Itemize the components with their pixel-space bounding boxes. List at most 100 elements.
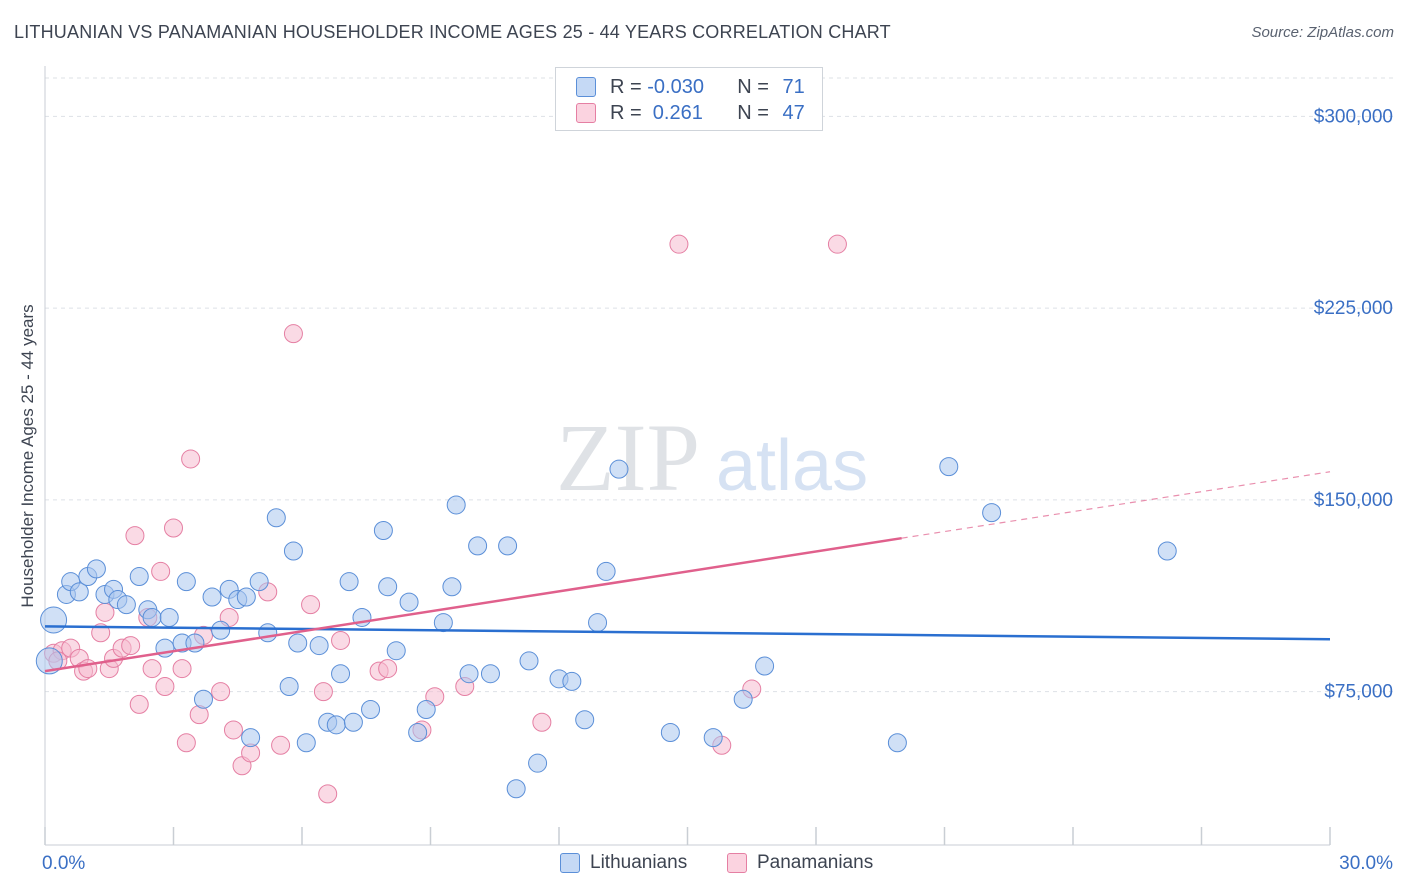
data-point — [301, 595, 321, 615]
data-point — [588, 613, 608, 633]
data-point — [159, 607, 179, 627]
data-point — [343, 712, 363, 732]
data-point — [151, 561, 171, 581]
trend-line-lithuanians — [44, 625, 1331, 641]
data-point — [249, 572, 269, 592]
data-point — [129, 694, 149, 714]
bottom-swatch-blue — [560, 853, 580, 873]
data-point — [40, 606, 68, 634]
watermark: ZIP atlas — [556, 404, 868, 511]
legend-r-label: R = — [610, 75, 648, 98]
data-point — [1157, 541, 1177, 561]
correlation-legend: R = -0.030 N = 71 R = 0.261 N = 47 — [555, 67, 823, 131]
bottom-legend-panamanians: Panamanians — [727, 852, 873, 874]
y-tick-label: $150,000 — [1314, 490, 1393, 511]
data-point — [69, 582, 89, 602]
y-tick-label: $300,000 — [1314, 106, 1393, 127]
legend-n-label: N = — [737, 101, 775, 124]
data-point — [279, 676, 299, 696]
legend-r-value: 0.261 — [647, 101, 703, 124]
chart-title: LITHUANIAN VS PANAMANIAN HOUSEHOLDER INC… — [14, 22, 891, 42]
data-point — [142, 659, 162, 679]
data-point — [283, 324, 303, 344]
bottom-legend-lithuanians: Lithuanians — [560, 852, 687, 874]
legend-row-panamanians: R = 0.261 N = 47 — [576, 101, 805, 125]
data-point — [519, 651, 539, 671]
data-point — [35, 647, 63, 675]
data-point — [378, 659, 398, 679]
data-point — [211, 620, 231, 640]
data-point — [755, 656, 775, 676]
data-point — [313, 682, 333, 702]
data-point — [480, 664, 500, 684]
y-tick-label: $75,000 — [1324, 682, 1393, 703]
data-point — [142, 607, 162, 627]
data-point — [442, 577, 462, 597]
data-point — [331, 630, 351, 650]
data-point — [562, 671, 582, 691]
data-point — [386, 641, 406, 661]
x-tick-labels: 0.0% 30.0% — [42, 853, 1393, 874]
axes — [44, 66, 1331, 846]
data-point — [446, 495, 466, 515]
data-point — [125, 526, 145, 546]
data-point — [459, 664, 479, 684]
data-point — [164, 518, 183, 538]
legend-r-label: R = — [610, 101, 648, 124]
data-point — [172, 659, 192, 679]
data-point — [181, 449, 201, 469]
data-point — [887, 733, 907, 753]
data-point — [939, 457, 959, 477]
legend-n-label: N = — [737, 75, 775, 98]
legend-r-value: -0.030 — [647, 75, 704, 98]
y-tick-labels: $75,000 $150,000 $225,000 $300,000 — [1314, 106, 1393, 702]
data-point — [528, 753, 548, 773]
data-point — [129, 567, 149, 587]
watermark-zip: ZIP — [556, 404, 700, 511]
data-point — [703, 728, 723, 748]
data-point — [339, 572, 359, 592]
data-point — [202, 587, 222, 607]
data-point — [241, 728, 261, 748]
legend-row-lithuanians: R = -0.030 N = 71 — [576, 75, 805, 99]
legend-n-value: 71 — [782, 75, 805, 98]
data-point — [155, 676, 175, 696]
watermark-atlas: atlas — [716, 426, 868, 506]
data-point — [399, 592, 419, 612]
data-point — [223, 720, 243, 740]
data-point — [669, 234, 689, 254]
bottom-legend-label: Panamanians — [757, 852, 874, 873]
data-point — [468, 536, 488, 556]
data-point — [116, 595, 136, 615]
data-point — [433, 613, 453, 633]
source-label: Source: ZipAtlas.com — [1251, 24, 1394, 41]
data-point — [91, 623, 111, 643]
legend-swatch-pink — [576, 103, 596, 123]
data-point — [86, 559, 106, 579]
data-point — [982, 503, 1002, 523]
legend-swatch-blue — [576, 77, 596, 97]
data-point — [296, 733, 316, 753]
data-point — [498, 536, 518, 556]
data-point — [660, 723, 680, 743]
data-point — [733, 689, 753, 709]
data-point — [609, 459, 629, 479]
data-point — [121, 636, 141, 656]
data-point — [288, 633, 308, 653]
data-point — [271, 735, 291, 755]
data-point — [596, 561, 616, 581]
data-point — [318, 784, 338, 804]
data-point — [176, 572, 196, 592]
data-point — [532, 712, 552, 732]
x-tick-label: 30.0% — [1339, 853, 1393, 874]
data-point — [506, 779, 526, 799]
data-point — [326, 715, 346, 735]
bottom-swatch-pink — [727, 853, 747, 873]
legend-n-value: 47 — [782, 101, 805, 124]
data-point — [309, 636, 329, 656]
bottom-legend-label: Lithuanians — [590, 852, 688, 873]
data-point — [416, 699, 436, 719]
data-point — [408, 723, 428, 743]
data-point — [373, 521, 393, 541]
